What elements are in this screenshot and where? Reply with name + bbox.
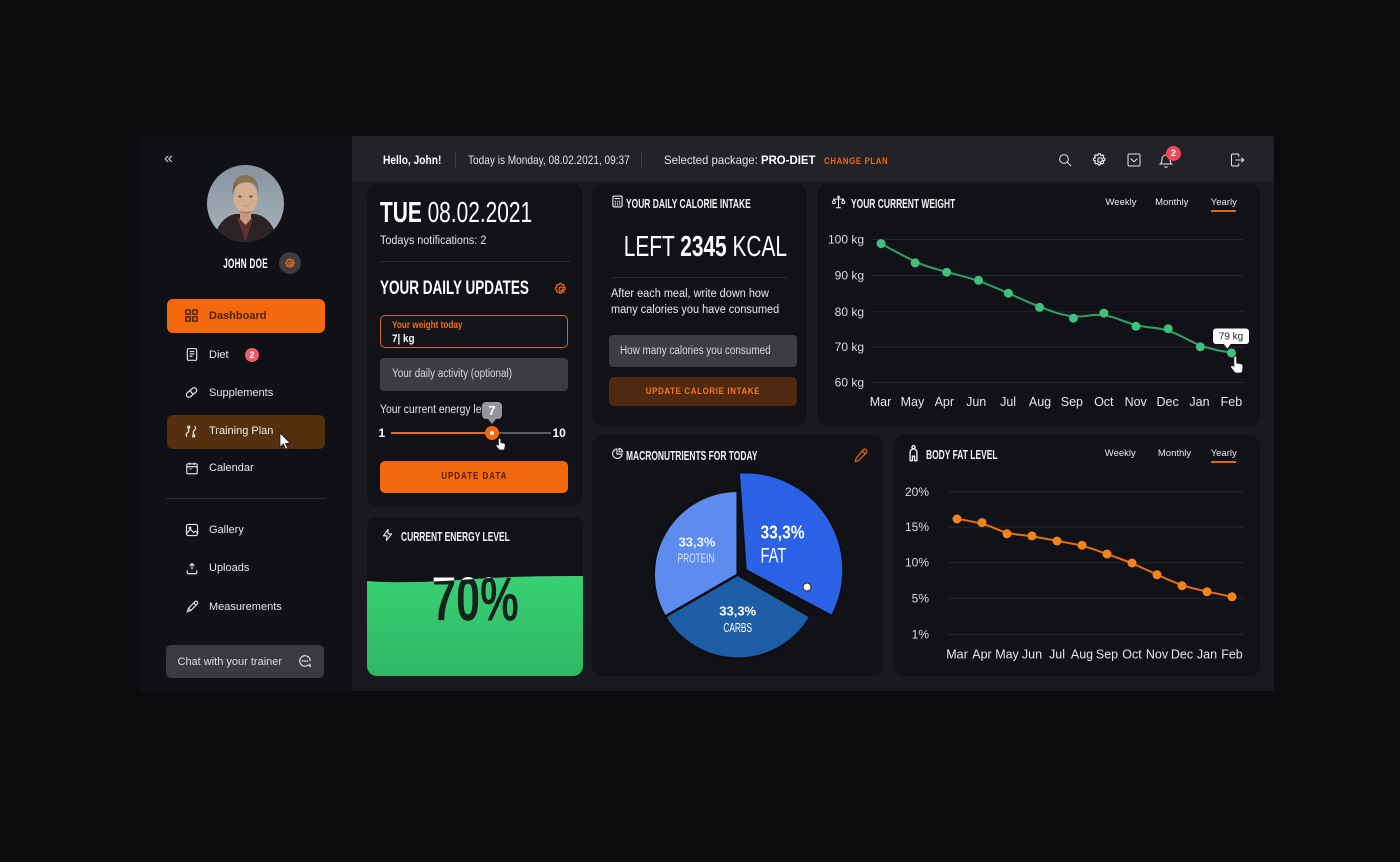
svg-text:33,3%: 33,3% xyxy=(761,522,805,543)
svg-text:Apr: Apr xyxy=(935,395,954,409)
svg-text:Sep: Sep xyxy=(1061,395,1083,409)
svg-text:5%: 5% xyxy=(912,591,930,605)
svg-text:Sep: Sep xyxy=(1096,648,1118,662)
svg-text:Aug: Aug xyxy=(1071,648,1093,662)
svg-text:33,3%: 33,3% xyxy=(679,535,716,550)
svg-text:PROTEIN: PROTEIN xyxy=(678,552,715,566)
svg-text:90 kg: 90 kg xyxy=(835,269,864,283)
svg-text:70%: 70% xyxy=(432,566,519,634)
svg-text:Dec: Dec xyxy=(1171,648,1193,662)
svg-text:60 kg: 60 kg xyxy=(835,376,864,390)
svg-text:Jan: Jan xyxy=(1189,395,1209,409)
svg-text:Oct: Oct xyxy=(1122,648,1142,662)
svg-text:Apr: Apr xyxy=(972,648,991,662)
svg-text:Mar: Mar xyxy=(870,395,892,409)
svg-text:70 kg: 70 kg xyxy=(835,340,864,354)
svg-text:Aug: Aug xyxy=(1029,395,1051,409)
svg-text:Jul: Jul xyxy=(1000,395,1016,409)
svg-text:Feb: Feb xyxy=(1221,395,1243,409)
svg-text:100 kg: 100 kg xyxy=(828,233,864,247)
svg-text:10%: 10% xyxy=(905,556,929,570)
svg-text:79 kg: 79 kg xyxy=(1219,332,1243,343)
svg-text:Mar: Mar xyxy=(946,648,968,662)
svg-text:CARBS: CARBS xyxy=(723,621,752,635)
svg-text:Jun: Jun xyxy=(1022,648,1042,662)
svg-text:Jan: Jan xyxy=(1197,648,1217,662)
svg-text:1%: 1% xyxy=(912,628,930,642)
svg-text:Feb: Feb xyxy=(1221,648,1243,662)
svg-text:Jul: Jul xyxy=(1049,648,1065,662)
svg-text:Nov: Nov xyxy=(1125,395,1148,409)
svg-text:Jun: Jun xyxy=(966,395,986,409)
svg-text:15%: 15% xyxy=(905,520,929,534)
svg-text:May: May xyxy=(901,395,925,409)
svg-text:80 kg: 80 kg xyxy=(835,305,864,319)
svg-text:Nov: Nov xyxy=(1146,648,1169,662)
svg-text:20%: 20% xyxy=(905,485,929,499)
svg-text:FAT: FAT xyxy=(761,544,787,567)
svg-text:Oct: Oct xyxy=(1094,395,1114,409)
svg-text:70%: 70% xyxy=(432,566,519,634)
svg-text:33,3%: 33,3% xyxy=(719,604,756,619)
svg-text:Dec: Dec xyxy=(1156,395,1178,409)
svg-text:May: May xyxy=(995,648,1019,662)
